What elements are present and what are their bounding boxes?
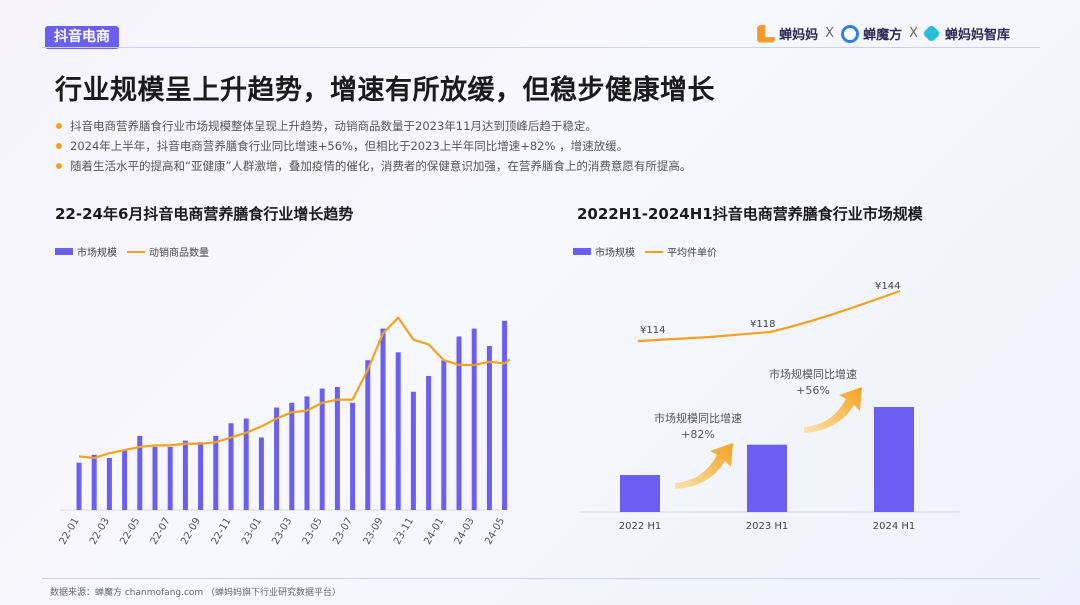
bar-market-size xyxy=(274,407,280,510)
header-divider xyxy=(42,47,1040,48)
x-tick-label: 22-03 xyxy=(88,516,112,547)
bar-market-size xyxy=(76,462,82,510)
legend-bar-swatch xyxy=(55,248,73,255)
bar-market-size xyxy=(471,328,477,510)
x-tick-label: 23-07 xyxy=(331,516,355,547)
x-tick-label: 2022 H1 xyxy=(619,521,662,532)
price-label: ¥114 xyxy=(640,325,665,336)
bar-market-size xyxy=(91,454,97,510)
right-chart-title: 2022H1-2024H1抖音电商营养膳食行业市场规模 xyxy=(577,205,923,223)
bar-market-size xyxy=(167,446,173,510)
brand-separator: X xyxy=(825,26,835,41)
bar-market-size xyxy=(182,440,188,510)
bar-market-size xyxy=(441,360,447,510)
bar-market-size xyxy=(486,346,492,510)
bar-market-size xyxy=(334,387,340,510)
bar-market-size xyxy=(198,442,204,510)
bar-market-size xyxy=(137,435,143,510)
zhiku-logo-icon xyxy=(922,24,941,43)
growth-arrow-icon xyxy=(675,443,733,489)
bar-market-size xyxy=(502,320,508,510)
left-chart-title: 22-24年6月抖音电商营养膳食行业增长趋势 xyxy=(55,205,354,223)
bar-market-size xyxy=(319,388,325,510)
bar-market-size xyxy=(106,457,112,510)
bar-market-size xyxy=(380,328,386,510)
left-chart: 22-01 22-03 22-05 22-07 22-09 22-11 23-01 23-03… xyxy=(58,316,510,547)
bullet-dot-icon xyxy=(56,143,62,149)
legend-line-swatch xyxy=(645,250,663,253)
left-chart-legend: 市场规模 动销商品数量 xyxy=(55,244,209,259)
right-chart: 2022 H1 2023 H1 2024 H1 ¥114 ¥118 ¥144 市场规模同比增… xyxy=(580,281,960,532)
bullet-dot-icon xyxy=(56,163,62,169)
bar-market-size xyxy=(122,450,128,510)
price-label: ¥144 xyxy=(875,281,900,292)
growth-annotation: 市场规模同比增速 xyxy=(769,367,857,381)
x-tick-label: 23-01 xyxy=(240,516,264,547)
x-tick-label: 24-01 xyxy=(422,516,446,547)
bar-market-size xyxy=(258,437,264,510)
growth-annotation-value: +56% xyxy=(796,384,830,397)
x-tick-label: 24-05 xyxy=(483,516,507,547)
bar-market-size xyxy=(620,475,660,512)
x-tick-label: 2024 H1 xyxy=(873,521,916,532)
x-tick-label: 23-11 xyxy=(392,516,416,547)
bar-market-size xyxy=(304,396,310,510)
bar-market-size xyxy=(213,435,219,510)
bar-market-size xyxy=(228,423,234,510)
growth-annotation: 市场规模同比增速 xyxy=(654,411,742,425)
x-tick-label: 22-07 xyxy=(149,516,173,547)
bar-market-size xyxy=(410,391,416,510)
bar-market-size xyxy=(350,402,356,510)
x-tick-label: 22-11 xyxy=(210,516,234,547)
bar-market-size xyxy=(456,336,462,510)
bar-market-size xyxy=(243,418,249,510)
x-tick-label: 23-09 xyxy=(362,516,386,547)
bullet-item: 抖音电商营养膳食行业市场规模整体呈现上升趋势，动销商品数量于2023年11月达到… xyxy=(56,117,691,137)
industry-tag: 抖音电商 xyxy=(45,26,119,49)
brand-separator: X xyxy=(909,26,918,41)
x-tick-label: 22-05 xyxy=(118,516,142,547)
growth-annotation-value: +82% xyxy=(681,428,715,441)
bar-market-size xyxy=(289,402,295,510)
bar-market-size xyxy=(426,375,432,510)
bar-market-size xyxy=(747,444,787,512)
page-title: 行业规模呈上升趋势，增速有所放缓，但稳步健康增长 xyxy=(55,75,715,106)
brand-chanmofang: 蝉魔方 xyxy=(841,24,902,43)
bullet-item: 随着生活水平的提高和“亚健康”人群激增，叠加疫情的催化，消费者的保健意识加强，在… xyxy=(56,157,691,177)
footer-divider xyxy=(42,578,1040,579)
x-tick-label: 23-03 xyxy=(270,516,294,547)
brand-logos: 蝉妈妈 X 蝉魔方 X 蝉妈妈智库 xyxy=(757,24,1010,43)
price-label: ¥118 xyxy=(750,319,775,330)
bar-market-size xyxy=(395,352,401,510)
bar-market-size xyxy=(365,360,371,510)
line-avg-price xyxy=(637,289,901,343)
legend-line-swatch xyxy=(127,250,145,253)
brand-chanmama-zhiku: 蝉妈妈智库 xyxy=(922,24,1010,43)
chanmofang-logo-icon xyxy=(841,24,860,43)
x-tick-label: 24-03 xyxy=(453,516,477,547)
bullet-item: 2024年上半年，抖音电商营养膳食行业同比增速+56%，但相比于2023上半年同… xyxy=(56,137,691,157)
growth-arrow-icon xyxy=(804,387,862,433)
x-tick-label: 22-01 xyxy=(58,516,82,547)
legend-bar-swatch xyxy=(573,248,591,255)
x-tick-label: 2023 H1 xyxy=(746,521,789,532)
bullet-dot-icon xyxy=(56,123,62,129)
line-active-products xyxy=(78,316,510,460)
summary-bullets: 抖音电商营养膳食行业市场规模整体呈现上升趋势，动销商品数量于2023年11月达到… xyxy=(56,117,691,177)
bar-market-size xyxy=(874,407,914,512)
bar-market-size xyxy=(152,446,158,510)
x-tick-label: 22-09 xyxy=(179,516,203,547)
chanmama-logo-icon xyxy=(757,24,776,43)
brand-chanmama: 蝉妈妈 xyxy=(757,24,818,43)
source-footnote: 数据来源：蝉魔方 chanmofang.com （蝉妈妈旗下行业研究数据平台） xyxy=(50,588,342,598)
right-chart-legend: 市场规模 平均件单价 xyxy=(573,244,717,259)
x-tick-label: 23-05 xyxy=(301,516,325,547)
